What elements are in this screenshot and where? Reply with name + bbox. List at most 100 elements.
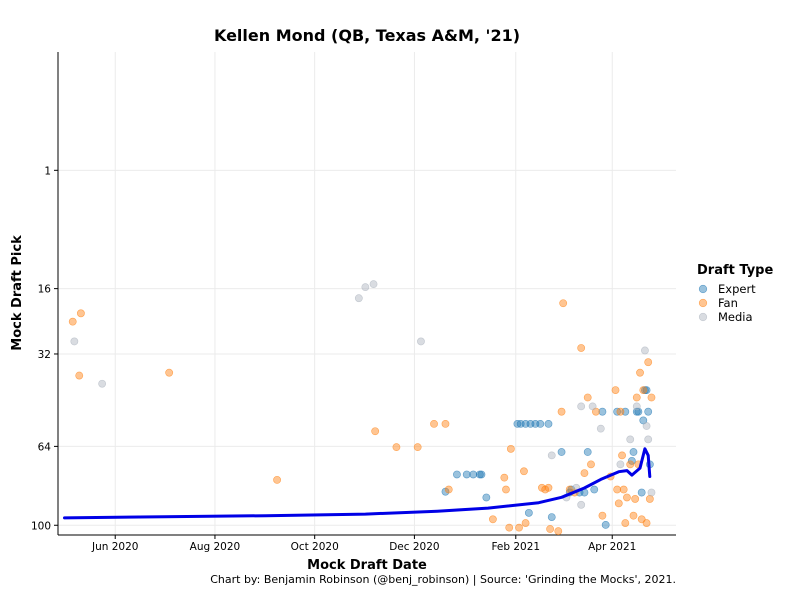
fan-point bbox=[614, 499, 623, 508]
fan-point bbox=[544, 483, 553, 492]
expert-point bbox=[482, 493, 491, 502]
legend-key-fan bbox=[698, 298, 708, 308]
fan-point bbox=[577, 344, 586, 352]
fan-point bbox=[623, 493, 631, 502]
expert-point bbox=[513, 419, 522, 428]
fan-point bbox=[521, 519, 530, 527]
fan-point bbox=[598, 511, 607, 520]
trend-line-group bbox=[63, 447, 652, 520]
fan-point bbox=[546, 525, 555, 533]
y-axis-ticks: 1 16 32 64 100 bbox=[31, 165, 58, 532]
fan-point bbox=[500, 473, 509, 482]
expert-point bbox=[547, 513, 556, 521]
legend-label-media: Media bbox=[718, 310, 753, 324]
fan-point bbox=[520, 467, 528, 476]
legend-label-expert: Expert bbox=[718, 282, 756, 296]
fan-point bbox=[639, 386, 648, 394]
y-axis-title: Mock Draft Pick bbox=[10, 235, 25, 351]
media-point bbox=[369, 280, 378, 289]
fan-point bbox=[554, 527, 563, 536]
fan-point bbox=[626, 460, 635, 469]
expert-point bbox=[629, 448, 638, 456]
fan-point bbox=[583, 393, 592, 402]
expert-point bbox=[544, 419, 553, 428]
fan-point bbox=[621, 519, 630, 527]
fan-point bbox=[629, 511, 638, 520]
fan-point bbox=[631, 495, 640, 503]
legend-title: Draft Type bbox=[697, 263, 773, 278]
fan-point bbox=[587, 460, 595, 469]
media-point bbox=[647, 488, 656, 497]
media-point bbox=[641, 346, 649, 355]
x-tick-label: Feb 2021 bbox=[491, 541, 540, 553]
fan-point bbox=[557, 407, 566, 416]
y-tick-label: 16 bbox=[38, 284, 52, 296]
media-point bbox=[616, 460, 625, 469]
axes bbox=[57, 52, 676, 536]
expert-point bbox=[557, 448, 566, 456]
expert-point bbox=[598, 407, 607, 416]
fan-point bbox=[616, 407, 625, 416]
data-points bbox=[68, 280, 656, 536]
expert-point bbox=[613, 407, 622, 416]
grid-lines bbox=[58, 52, 676, 535]
media-point bbox=[361, 283, 370, 292]
fan-point bbox=[441, 419, 450, 428]
series-media bbox=[70, 280, 656, 509]
expert-point bbox=[637, 488, 646, 497]
fan-point bbox=[580, 469, 589, 478]
fan-point bbox=[75, 371, 84, 380]
fan-point bbox=[642, 519, 651, 527]
media-point bbox=[98, 379, 107, 388]
chart-caption: Chart by: Benjamin Robinson (@benj_robin… bbox=[210, 573, 676, 586]
fan-point bbox=[506, 444, 515, 453]
fan-point bbox=[371, 427, 380, 436]
legend-label-fan: Fan bbox=[718, 296, 738, 310]
media-point bbox=[70, 337, 79, 346]
media-point bbox=[626, 435, 635, 444]
x-tick-label: Jun 2020 bbox=[91, 541, 138, 553]
expert-point bbox=[644, 407, 653, 416]
expert-point bbox=[536, 419, 545, 428]
trend-line bbox=[63, 447, 652, 520]
expert-point bbox=[642, 386, 651, 394]
fan-point bbox=[68, 317, 77, 326]
media-point bbox=[577, 402, 586, 411]
expert-point bbox=[583, 448, 592, 456]
fan-point bbox=[165, 368, 174, 377]
x-tick-label: Apr 2021 bbox=[588, 541, 636, 553]
fan-point bbox=[618, 451, 626, 460]
legend-key-media bbox=[698, 312, 708, 322]
media-point bbox=[642, 422, 651, 430]
fan-point bbox=[273, 475, 281, 484]
media-point bbox=[588, 402, 597, 411]
fan-point bbox=[644, 358, 653, 367]
fan-point bbox=[444, 485, 453, 494]
expert-point bbox=[601, 520, 610, 529]
fan-point bbox=[632, 393, 641, 402]
expert-point bbox=[524, 508, 533, 517]
y-tick-label: 64 bbox=[38, 441, 52, 453]
media-point bbox=[644, 435, 653, 444]
fan-point bbox=[515, 523, 523, 532]
media-point bbox=[577, 500, 586, 509]
expert-point bbox=[590, 485, 599, 494]
expert-point bbox=[469, 470, 478, 479]
media-point bbox=[596, 424, 605, 433]
fan-point bbox=[502, 485, 510, 494]
media-point bbox=[632, 402, 641, 411]
fan-point bbox=[430, 419, 438, 428]
fan-point bbox=[611, 386, 620, 394]
media-point bbox=[417, 337, 425, 346]
expert-point bbox=[462, 470, 471, 479]
fan-point bbox=[559, 299, 568, 308]
x-tick-label: Dec 2020 bbox=[389, 541, 439, 553]
series-fan bbox=[68, 299, 656, 536]
fan-point bbox=[505, 523, 514, 532]
fan-point bbox=[645, 495, 654, 503]
expert-point bbox=[477, 470, 486, 479]
fan-point bbox=[76, 309, 85, 318]
media-point bbox=[354, 294, 363, 303]
